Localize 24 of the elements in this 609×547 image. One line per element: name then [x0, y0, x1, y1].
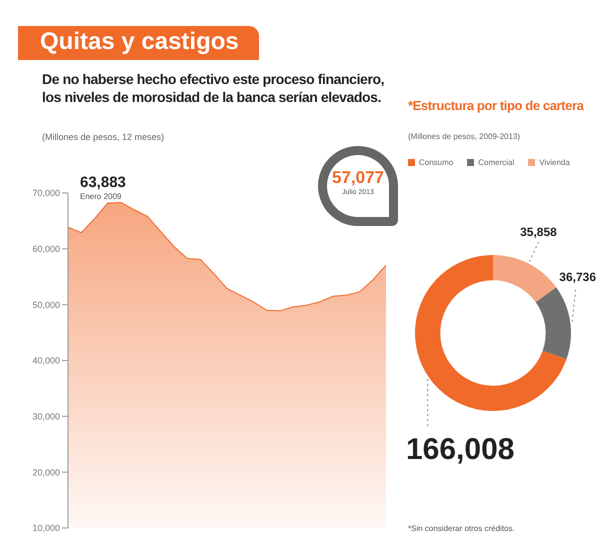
legend-label: Comercial — [477, 158, 514, 167]
annotation: Enero 2009 — [80, 192, 122, 201]
legend-label: Vivienda — [538, 158, 570, 167]
y-axis-title: (Millones de pesos, 12 meses) — [42, 132, 164, 142]
text: 57,077 — [331, 168, 385, 188]
chart-subtitle: (Millones de pesos, 2009-2013) — [408, 132, 520, 141]
y-tick-label: 10,000 — [32, 523, 60, 534]
y-tick-label: 50,000 — [32, 300, 60, 310]
chart-subtitle: De no haberse hecho efectivo este proceso financiero, los niveles de morosidad de la banca serían elevados. — [42, 70, 386, 106]
text: 63,883 — [80, 174, 126, 191]
data-label: 35,858 — [520, 224, 558, 239]
chart-title: *Estructura por tipo de cartera — [408, 98, 584, 113]
y-tick-label: 40,000 — [32, 356, 60, 366]
text: *Sin considerar otros créditos. — [408, 524, 515, 533]
data-label: 36,736 — [559, 270, 596, 284]
y-tick-label: 60,000 — [32, 244, 60, 254]
chart-title: Quitas y castigos — [18, 26, 259, 60]
legend-label: Consumo — [418, 158, 454, 167]
donut-slice — [536, 287, 571, 360]
y-tick-label: 30,000 — [32, 412, 60, 422]
donut-slice — [493, 255, 556, 302]
y-tick-label: 20,000 — [32, 467, 60, 478]
data-label: 166,008 — [406, 433, 514, 466]
y-tick-label: 70,000 — [32, 188, 60, 198]
